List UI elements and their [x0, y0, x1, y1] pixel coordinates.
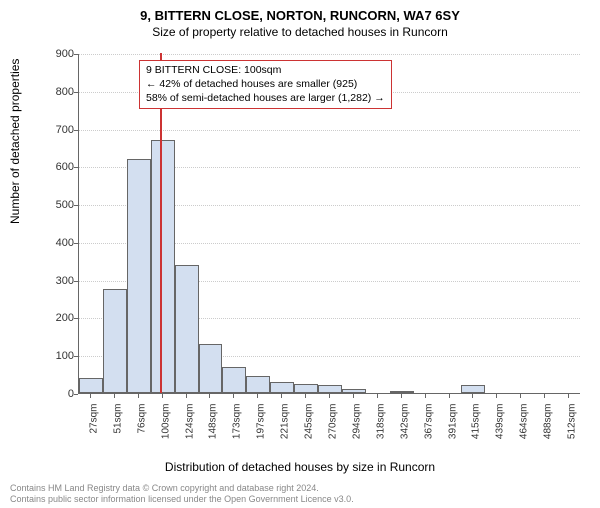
histogram-bar — [222, 367, 246, 393]
y-tick-label: 0 — [44, 388, 74, 400]
x-tick-label: 221sqm — [280, 404, 291, 454]
x-tick-label: 367sqm — [423, 404, 434, 454]
x-tick-mark — [496, 394, 497, 398]
x-tick-mark — [353, 394, 354, 398]
x-tick-mark — [401, 394, 402, 398]
histogram-bar — [175, 265, 199, 393]
x-tick-label: 27sqm — [88, 404, 99, 454]
y-tick-mark — [74, 394, 78, 395]
x-tick-mark — [329, 394, 330, 398]
histogram-bar — [318, 385, 342, 393]
histogram-bar — [79, 378, 103, 393]
x-tick-label: 148sqm — [208, 404, 219, 454]
y-tick-label: 500 — [44, 199, 74, 211]
x-tick-mark — [425, 394, 426, 398]
y-tick-mark — [74, 205, 78, 206]
histogram-bar — [103, 289, 127, 393]
footer-line-2: Contains public sector information licen… — [10, 494, 354, 506]
histogram-bar — [127, 159, 151, 393]
annotation-box: 9 BITTERN CLOSE: 100sqm← 42% of detached… — [139, 60, 392, 109]
x-tick-label: 318sqm — [375, 404, 386, 454]
x-tick-label: 439sqm — [495, 404, 506, 454]
x-tick-mark — [472, 394, 473, 398]
x-tick-mark — [281, 394, 282, 398]
chart-container: 9 BITTERN CLOSE: 100sqm← 42% of detached… — [50, 54, 580, 424]
histogram-bar — [342, 389, 366, 393]
x-tick-label: 270sqm — [328, 404, 339, 454]
x-tick-mark — [257, 394, 258, 398]
x-tick-mark — [233, 394, 234, 398]
x-tick-mark — [90, 394, 91, 398]
x-tick-label: 488sqm — [543, 404, 554, 454]
y-tick-mark — [74, 54, 78, 55]
y-tick-label: 800 — [44, 86, 74, 98]
y-tick-label: 300 — [44, 275, 74, 287]
x-tick-label: 512sqm — [567, 404, 578, 454]
histogram-bar — [461, 385, 485, 393]
y-axis-label: Number of detached properties — [8, 59, 22, 224]
x-axis-label: Distribution of detached houses by size … — [0, 460, 600, 474]
x-tick-mark — [449, 394, 450, 398]
x-tick-mark — [544, 394, 545, 398]
x-tick-label: 294sqm — [351, 404, 362, 454]
x-tick-mark — [568, 394, 569, 398]
x-tick-mark — [114, 394, 115, 398]
y-tick-mark — [74, 318, 78, 319]
histogram-bar — [199, 344, 223, 393]
x-tick-mark — [162, 394, 163, 398]
chart-title-sub: Size of property relative to detached ho… — [0, 25, 600, 39]
x-tick-label: 391sqm — [447, 404, 458, 454]
x-tick-mark — [138, 394, 139, 398]
x-tick-label: 100sqm — [160, 404, 171, 454]
y-tick-label: 900 — [44, 48, 74, 60]
histogram-bar — [151, 140, 175, 393]
y-tick-label: 700 — [44, 124, 74, 136]
x-tick-mark — [520, 394, 521, 398]
x-tick-label: 245sqm — [304, 404, 315, 454]
chart-title-main: 9, BITTERN CLOSE, NORTON, RUNCORN, WA7 6… — [0, 8, 600, 23]
x-tick-label: 76sqm — [136, 404, 147, 454]
x-tick-mark — [186, 394, 187, 398]
y-tick-label: 600 — [44, 161, 74, 173]
y-tick-mark — [74, 356, 78, 357]
x-tick-mark — [305, 394, 306, 398]
footer-line-1: Contains HM Land Registry data © Crown c… — [10, 483, 354, 495]
x-tick-label: 173sqm — [232, 404, 243, 454]
annotation-line: 9 BITTERN CLOSE: 100sqm — [146, 63, 385, 77]
x-tick-mark — [377, 394, 378, 398]
x-tick-label: 124sqm — [184, 404, 195, 454]
x-tick-label: 197sqm — [256, 404, 267, 454]
y-tick-mark — [74, 130, 78, 131]
y-tick-mark — [74, 243, 78, 244]
x-tick-label: 342sqm — [399, 404, 410, 454]
x-tick-label: 415sqm — [471, 404, 482, 454]
footer-attribution: Contains HM Land Registry data © Crown c… — [10, 483, 354, 506]
y-tick-mark — [74, 281, 78, 282]
gridline — [79, 130, 580, 131]
histogram-bar — [294, 384, 318, 393]
x-tick-mark — [209, 394, 210, 398]
plot-area: 9 BITTERN CLOSE: 100sqm← 42% of detached… — [78, 54, 580, 394]
annotation-line: 58% of semi-detached houses are larger (… — [146, 91, 385, 105]
x-tick-label: 51sqm — [112, 404, 123, 454]
histogram-bar — [270, 382, 294, 393]
y-tick-mark — [74, 92, 78, 93]
annotation-line: ← 42% of detached houses are smaller (92… — [146, 77, 385, 91]
y-tick-mark — [74, 167, 78, 168]
gridline — [79, 54, 580, 55]
histogram-bar — [246, 376, 270, 393]
histogram-bar — [390, 391, 414, 393]
x-tick-label: 464sqm — [519, 404, 530, 454]
y-tick-label: 100 — [44, 350, 74, 362]
y-tick-label: 200 — [44, 312, 74, 324]
y-tick-label: 400 — [44, 237, 74, 249]
